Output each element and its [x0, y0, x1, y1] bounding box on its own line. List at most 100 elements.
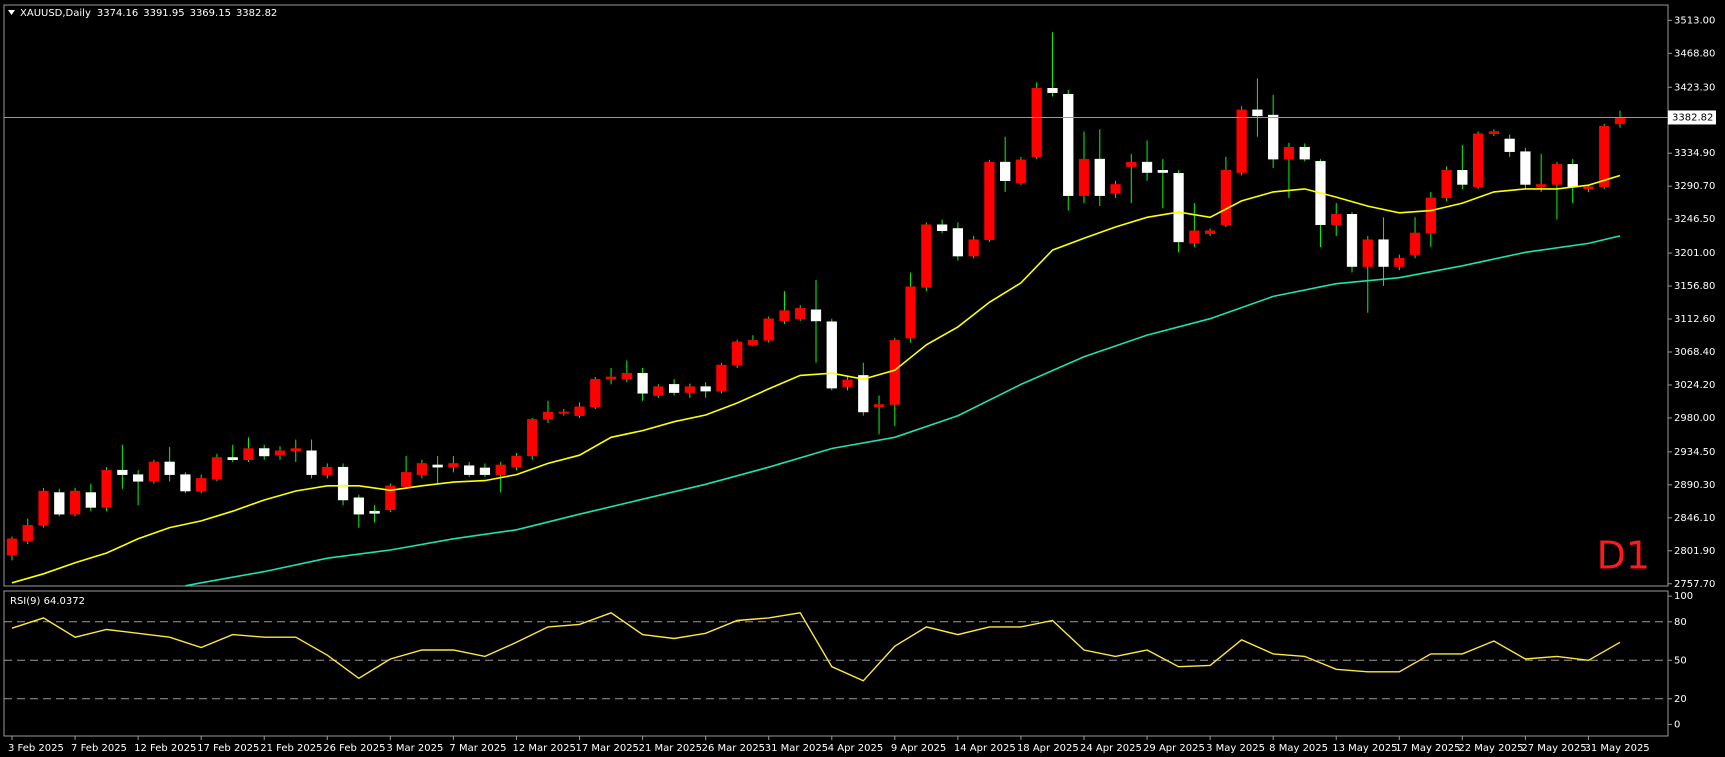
candle-body: [747, 340, 759, 346]
candle-body: [779, 310, 790, 322]
moving-average: [185, 235, 1621, 587]
x-tick-label: 4 Apr 2025: [828, 743, 883, 754]
y-tick-label: 3468.80: [1674, 48, 1715, 59]
x-tick-label: 26 Mar 2025: [702, 743, 765, 754]
y-tick-label: 2846.10: [1674, 513, 1715, 524]
candle-body: [1268, 114, 1279, 160]
candle-body: [322, 466, 333, 475]
rsi-title: RSI(9) 64.0372: [10, 596, 85, 607]
y-tick-label: 2980.00: [1674, 413, 1715, 424]
candle-body: [684, 386, 696, 393]
x-tick-label: 27 May 2025: [1521, 743, 1586, 754]
y-tick-label: 3112.60: [1674, 314, 1715, 325]
candle-body: [38, 490, 49, 526]
high-price: 3391.95: [143, 8, 184, 19]
x-tick-label: 8 May 2025: [1269, 743, 1328, 754]
candle-body: [716, 364, 727, 392]
y-tick-label: 3201.00: [1674, 248, 1715, 259]
candle-body: [795, 308, 806, 319]
candle-body: [274, 450, 286, 456]
candle-body: [1252, 109, 1263, 117]
candle-body: [400, 472, 412, 487]
x-tick-label: 17 Mar 2025: [576, 743, 639, 754]
candle-body: [1614, 117, 1626, 125]
candle-body: [1094, 158, 1105, 196]
candle-body: [1394, 258, 1405, 267]
y-tick-label: 2757.70: [1674, 579, 1715, 590]
y-tick-label: 2801.90: [1674, 546, 1715, 557]
y-tick-label: 3068.40: [1674, 347, 1715, 358]
open-price: 3374.16: [97, 8, 138, 19]
candle-body: [921, 224, 932, 288]
candle-body: [1078, 158, 1090, 196]
candle-body: [1110, 184, 1121, 194]
candle-body: [590, 378, 601, 408]
candle-body: [1536, 184, 1547, 187]
candle-body: [495, 464, 506, 475]
low-price: 3369.15: [190, 8, 231, 19]
candle-body: [306, 450, 317, 475]
y-tick-label: 3024.20: [1674, 380, 1715, 391]
candle-body: [952, 228, 964, 257]
candle-body: [85, 492, 96, 508]
candle-body: [1472, 133, 1484, 187]
candle-body: [369, 510, 380, 514]
candle-body: [54, 492, 65, 515]
candle-body: [1409, 232, 1421, 255]
candle-body: [6, 538, 18, 556]
candle-body: [1504, 138, 1515, 152]
candle-body: [653, 386, 664, 396]
x-tick-label: 21 Feb 2025: [260, 743, 322, 754]
candle-body: [464, 465, 475, 475]
candle-body: [1204, 230, 1216, 234]
candle-body: [101, 469, 112, 508]
y-tick-label: 3513.00: [1674, 15, 1715, 26]
candle-body: [873, 404, 885, 408]
candle-body: [984, 161, 995, 240]
x-tick-label: 17 Feb 2025: [197, 743, 259, 754]
candle-body: [511, 455, 522, 468]
candle-body: [1331, 214, 1342, 225]
y-tick-label: 100: [1674, 591, 1693, 602]
x-tick-label: 17 May 2025: [1395, 743, 1460, 754]
candle-body: [605, 376, 617, 380]
x-tick-label: 21 Mar 2025: [639, 743, 702, 754]
y-tick-label: 50: [1674, 655, 1687, 666]
menu-triangle: [8, 10, 15, 15]
candle-body: [448, 463, 459, 468]
x-tick-label: 24 Apr 2025: [1080, 743, 1142, 754]
x-tick-label: 12 Feb 2025: [134, 743, 196, 754]
candle-body: [968, 239, 979, 257]
x-tick-label: 3 Mar 2025: [386, 743, 443, 754]
candle-body: [196, 478, 207, 492]
x-tick-label: 9 Apr 2025: [891, 743, 946, 754]
candle-body: [1520, 151, 1531, 185]
candle-body: [905, 286, 916, 339]
x-tick-label: 7 Feb 2025: [71, 743, 127, 754]
candle-body: [1047, 87, 1058, 93]
candle-body: [1299, 146, 1310, 160]
symbol: XAUUSD,Daily: [20, 8, 91, 19]
candle-body: [385, 485, 396, 510]
candle-body: [558, 411, 569, 414]
candle-body: [574, 406, 585, 416]
x-tick-label: 18 Apr 2025: [1017, 743, 1079, 754]
candle-body: [1220, 170, 1232, 225]
candle-body: [148, 461, 160, 482]
x-tick-label: 26 Feb 2025: [323, 743, 385, 754]
x-tick-label: 31 Mar 2025: [765, 743, 828, 754]
candle-body: [1283, 146, 1295, 160]
candle-body: [763, 318, 774, 341]
candle-body: [826, 321, 837, 389]
candle-body: [1173, 173, 1184, 243]
rsi-line: [11, 612, 1621, 682]
candle-body: [527, 419, 538, 457]
candle-body: [22, 525, 33, 542]
candle-body: [621, 372, 632, 380]
candle-body: [164, 461, 175, 475]
candle-body: [117, 469, 128, 475]
y-tick-label: 2890.30: [1674, 480, 1715, 491]
candle-body: [1126, 161, 1137, 167]
